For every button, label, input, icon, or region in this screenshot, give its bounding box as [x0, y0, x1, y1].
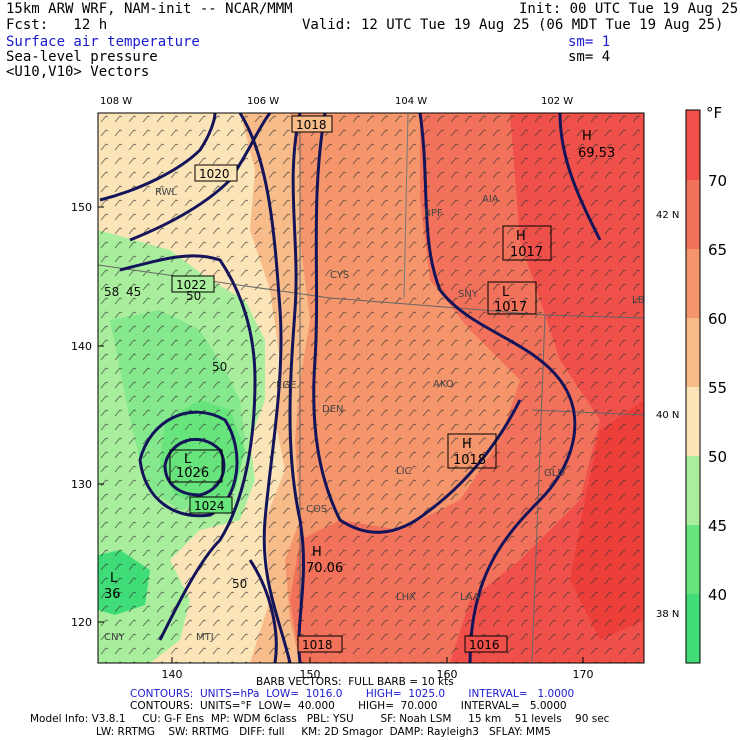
svg-text:H: H	[462, 437, 472, 452]
top-longitude-labels: 108 W 106 W 104 W 102 W	[100, 96, 573, 107]
bottom-grid-ticks: 140 150 160 170	[162, 668, 594, 681]
colorbar-swatch-70plus	[686, 110, 700, 180]
colorbar-swatch-65-70	[686, 180, 700, 249]
temp-label-50-a: 50	[186, 289, 201, 303]
temp-label-45: 45	[126, 285, 141, 299]
high-temp-69-53: 69.53	[578, 146, 615, 161]
svg-text:L: L	[184, 452, 192, 467]
station-lic: LIC	[396, 466, 412, 477]
pressure-contour-info: CONTOURS: UNITS=hPa LOW= 1016.0 HIGH= 10…	[130, 688, 575, 700]
colorbar-label-40: 40	[708, 586, 727, 604]
station-mtj: MTJ	[196, 632, 214, 643]
colorbar-swatch-below-40	[686, 594, 700, 663]
pressure-label-1024: 1024	[194, 499, 225, 513]
high-pressure-1018: 1018	[453, 453, 486, 468]
init-time: Init: 00 UTC Tue 19 Aug 25	[519, 1, 739, 17]
valid-time: Valid: 12 UTC Tue 19 Aug 25 (06 MDT Tue …	[302, 17, 724, 33]
svg-text:H: H	[312, 545, 322, 560]
colorbar-label-70: 70	[708, 172, 727, 190]
lon-label-106w: 106 W	[247, 96, 279, 107]
colorbar-label-65: 65	[708, 241, 727, 259]
low-pressure-1017: 1017	[494, 300, 527, 315]
lat-label-38n: 38 N	[656, 609, 679, 620]
x-tick-150: 150	[300, 668, 321, 681]
station-lbf: LBF	[632, 295, 650, 306]
high-temp-70-06: 70.06	[306, 561, 343, 576]
field-temperature-label: Surface air temperature	[6, 34, 200, 50]
station-ako: AKO	[433, 379, 454, 390]
colorbar-swatch-50-55	[686, 387, 700, 456]
colorbar-swatch-60-65	[686, 249, 700, 318]
svg-text:H: H	[516, 229, 526, 244]
forecast-hour: Fcst: 12 h	[6, 17, 108, 33]
low-pressure-1026: 1026	[176, 466, 209, 481]
y-tick-140: 140	[71, 340, 92, 353]
temp-label-50-b: 50	[212, 360, 227, 374]
station-gld: GLD	[544, 468, 565, 479]
frame-ticks	[98, 206, 584, 663]
pressure-label-1018-south: 1018	[302, 638, 333, 652]
lon-label-108w: 108 W	[100, 96, 132, 107]
x-tick-170: 170	[573, 668, 594, 681]
station-laa: LAA	[460, 592, 480, 603]
colorbar-unit: °F	[706, 104, 722, 122]
station-bpf: BPF	[424, 208, 443, 219]
map-frame	[97, 112, 645, 664]
svg-text:L: L	[110, 571, 118, 586]
left-grid-ticks: 150 140 130 120	[71, 201, 92, 629]
right-latitude-labels: 42 N 40 N 38 N	[656, 210, 679, 620]
field-pressure-label: Sea-level pressure	[6, 49, 158, 65]
station-den: DEN	[322, 404, 344, 415]
model-info-line-1: Model Info: V3.8.1 CU: G-F Ens MP: WDM 6…	[30, 713, 610, 725]
high-pressure-1017: 1017	[510, 245, 543, 260]
station-sny: SNY	[458, 289, 479, 300]
y-tick-120: 120	[71, 616, 92, 629]
temperature-colorbar: °F 70 65 60 55 50 45 40	[685, 104, 727, 664]
pressure-label-1020: 1020	[199, 167, 230, 181]
lat-label-42n: 42 N	[656, 210, 679, 221]
colorbar-label-45: 45	[708, 517, 727, 535]
colorbar-label-55: 55	[708, 379, 727, 397]
station-cys: CYS	[330, 270, 349, 281]
lon-label-102w: 102 W	[541, 96, 573, 107]
x-tick-140: 140	[162, 668, 183, 681]
y-tick-130: 130	[71, 478, 92, 491]
pressure-label-1016: 1016	[469, 638, 500, 652]
colorbar-label-60: 60	[708, 310, 727, 328]
field-temperature-smoothing: sm= 1	[568, 34, 611, 50]
colorbar-swatch-55-60	[686, 318, 700, 387]
station-rwl: RWL	[155, 187, 177, 198]
pressure-label-1018-north: 1018	[296, 118, 327, 132]
station-lhx: LHX	[396, 592, 416, 603]
station-aia: AIA	[482, 194, 499, 205]
colorbar-swatch-40-45	[686, 525, 700, 594]
field-pressure-smoothing: sm= 4	[568, 49, 611, 65]
lon-label-104w: 104 W	[395, 96, 427, 107]
model-info-line-2: LW: RRTMG SW: RRTMG DIFF: full KM: 2D Sm…	[96, 726, 551, 738]
temp-label-50-c: 50	[232, 577, 247, 591]
y-tick-150: 150	[71, 201, 92, 214]
low-temp-36: 36	[104, 587, 121, 602]
colorbar-swatch-45-50	[686, 456, 700, 525]
temp-label-58: 58	[104, 285, 119, 299]
svg-text:H: H	[582, 129, 592, 144]
pressure-label-1022: 1022	[176, 278, 207, 292]
temperature-field: 1018 1020 1022 1024 1018 1016 H69.53 H10…	[98, 113, 650, 663]
x-tick-160: 160	[437, 668, 458, 681]
model-title: 15km ARW WRF, NAM-init -- NCAR/MMM	[6, 1, 293, 17]
temperature-contour-info: CONTOURS: UNITS=°F LOW= 40.000 HIGH= 70.…	[130, 700, 567, 712]
barb-vector-legend: BARB VECTORS: FULL BARB = 10 kts	[256, 676, 454, 688]
station-cos: COS	[306, 504, 327, 515]
lat-label-40n: 40 N	[656, 410, 679, 421]
field-wind-vectors-label: <U10,V10> Vectors	[6, 64, 150, 80]
colorbar-label-50: 50	[708, 448, 727, 466]
station-ege: EGE	[276, 380, 296, 391]
svg-text:L: L	[502, 285, 510, 300]
station-cny: CNY	[104, 632, 125, 643]
